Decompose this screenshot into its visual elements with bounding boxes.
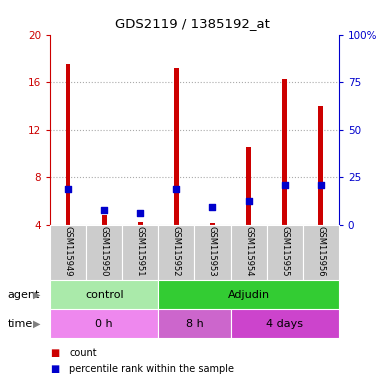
Text: GSM115954: GSM115954	[244, 226, 253, 277]
Bar	[50, 280, 158, 309]
Text: ■: ■	[50, 364, 59, 374]
Bar	[246, 147, 251, 225]
Text: GSM115955: GSM115955	[280, 226, 289, 277]
Bar	[50, 225, 86, 280]
Text: 8 h: 8 h	[186, 318, 203, 329]
Text: GSM115949: GSM115949	[64, 226, 73, 277]
Bar	[50, 309, 158, 338]
Text: 4 days: 4 days	[266, 318, 303, 329]
Bar	[231, 225, 266, 280]
Bar	[102, 215, 107, 225]
Point	[101, 207, 107, 214]
Bar	[158, 280, 339, 309]
Bar	[66, 64, 70, 225]
Text: GSM115956: GSM115956	[316, 226, 325, 277]
Point	[246, 198, 252, 204]
Point	[137, 210, 143, 216]
Point	[65, 186, 71, 192]
Bar	[158, 309, 231, 338]
Text: percentile rank within the sample: percentile rank within the sample	[69, 364, 234, 374]
Text: ▶: ▶	[33, 318, 40, 329]
Bar	[194, 225, 231, 280]
Bar	[282, 78, 287, 225]
Point	[281, 182, 288, 189]
Text: control: control	[85, 290, 124, 300]
Text: count: count	[69, 348, 97, 358]
Text: agent: agent	[8, 290, 40, 300]
Point	[209, 204, 216, 210]
Bar	[138, 222, 142, 225]
Bar	[266, 225, 303, 280]
Text: time: time	[8, 318, 33, 329]
Text: GSM115950: GSM115950	[100, 226, 109, 277]
Text: GSM115951: GSM115951	[136, 226, 145, 277]
Point	[173, 186, 179, 192]
Text: GDS2119 / 1385192_at: GDS2119 / 1385192_at	[115, 17, 270, 30]
Text: 0 h: 0 h	[95, 318, 113, 329]
Text: ▶: ▶	[33, 290, 40, 300]
Bar	[86, 225, 122, 280]
Bar	[231, 309, 339, 338]
Text: GSM115953: GSM115953	[208, 226, 217, 277]
Bar	[122, 225, 158, 280]
Bar	[158, 225, 194, 280]
Bar	[210, 223, 215, 225]
Point	[318, 182, 324, 189]
Text: GSM115952: GSM115952	[172, 226, 181, 277]
Bar	[303, 225, 339, 280]
Bar	[174, 68, 179, 225]
Text: Adjudin: Adjudin	[228, 290, 270, 300]
Text: ■: ■	[50, 348, 59, 358]
Bar	[318, 106, 323, 225]
